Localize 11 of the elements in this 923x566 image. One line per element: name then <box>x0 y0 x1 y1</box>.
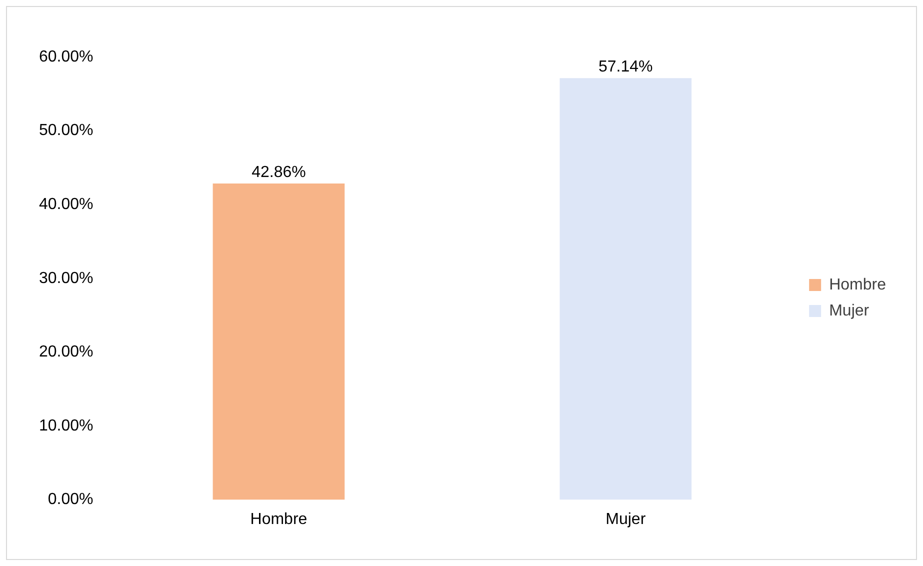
y-tick-label: 0.00% <box>48 491 94 508</box>
legend-label: Mujer <box>829 302 870 320</box>
y-tick-label: 20.00% <box>39 344 94 361</box>
y-tick-label: 60.00% <box>39 48 94 66</box>
data-label: 42.86% <box>252 164 306 181</box>
legend-label: Hombre <box>829 276 886 294</box>
data-label: 57.14% <box>598 58 653 76</box>
y-tick-label: 40.00% <box>39 196 94 214</box>
y-tick-label: 30.00% <box>39 270 94 287</box>
y-tick-label: 50.00% <box>39 122 94 140</box>
y-tick-label: 10.00% <box>39 417 94 434</box>
